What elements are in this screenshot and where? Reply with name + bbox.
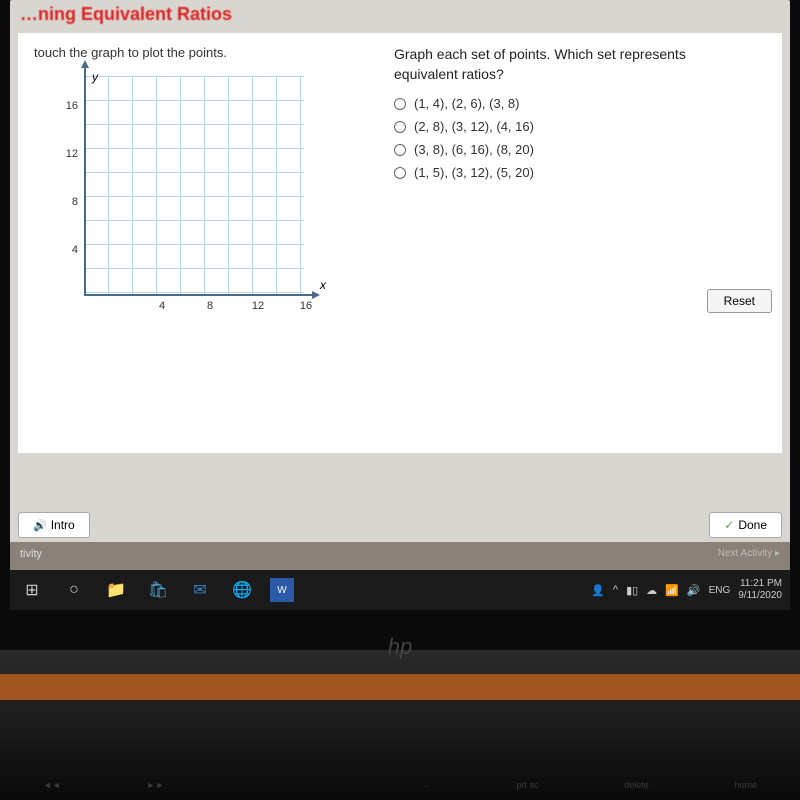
grid-line xyxy=(132,76,133,296)
option-text: (3, 8), (6, 16), (8, 20) xyxy=(414,142,534,157)
wifi-icon[interactable]: 📶 xyxy=(665,584,679,597)
question-panel: Graph each set of points. Which set repr… xyxy=(374,45,734,188)
radio-icon xyxy=(394,121,406,133)
chevron-up-icon[interactable]: ^ xyxy=(613,584,618,596)
grid-line xyxy=(84,220,304,221)
x-axis-label: x xyxy=(320,278,326,292)
laptop-base: hp ◄◄►►→prt scdeletehome xyxy=(0,650,800,800)
option-text: (1, 4), (2, 6), (3, 8) xyxy=(414,96,519,111)
word-icon[interactable]: W xyxy=(270,578,294,602)
x-tick-label: 4 xyxy=(152,300,172,312)
done-label: Done xyxy=(738,518,767,532)
activity-bar: tivity Next Activity ▸ xyxy=(10,542,790,570)
clock-date: 9/11/2020 xyxy=(738,590,782,602)
answer-option-0[interactable]: (1, 4), (2, 6), (3, 8) xyxy=(394,96,734,111)
check-icon: ✓ xyxy=(724,518,734,532)
x-tick-label: 8 xyxy=(200,300,220,312)
keyboard-row: ◄◄►►→prt scdeletehome xyxy=(0,780,800,790)
bottom-button-bar: 🔊 Intro ✓ Done xyxy=(18,512,782,538)
grid-line xyxy=(180,76,181,296)
y-axis xyxy=(84,66,86,296)
x-axis xyxy=(84,294,314,296)
grid-line xyxy=(84,100,304,101)
grid-line xyxy=(276,76,277,296)
option-text: (1, 5), (3, 12), (5, 20) xyxy=(414,165,534,180)
page-title: …ning Equivalent Ratios xyxy=(10,0,790,29)
question-text: Graph each set of points. Which set repr… xyxy=(394,45,734,84)
done-button[interactable]: ✓ Done xyxy=(709,512,782,538)
radio-icon xyxy=(394,144,406,156)
speaker-icon: 🔊 xyxy=(33,519,47,532)
battery-icon[interactable]: ▮▯ xyxy=(626,584,638,597)
grid-line xyxy=(84,76,304,77)
x-tick-label: 12 xyxy=(248,300,268,312)
grid-line xyxy=(84,292,304,293)
x-tick-label: 16 xyxy=(296,300,316,312)
answer-option-2[interactable]: (3, 8), (6, 16), (8, 20) xyxy=(394,142,734,157)
reset-button[interactable]: Reset xyxy=(707,289,772,313)
answer-option-1[interactable]: (2, 8), (3, 12), (4, 16) xyxy=(394,119,734,134)
y-tick-label: 8 xyxy=(48,196,78,208)
volume-icon[interactable]: 🔊 xyxy=(687,584,701,597)
y-tick-label: 16 xyxy=(48,100,78,112)
hp-logo: hp xyxy=(388,634,412,660)
clock-time: 11:21 PM xyxy=(738,578,782,590)
grid-line xyxy=(300,76,301,296)
grid-line xyxy=(252,76,253,296)
left-panel: touch the graph to plot the points. y x … xyxy=(34,45,374,326)
radio-icon xyxy=(394,167,406,179)
grid-line xyxy=(84,244,304,245)
grid-line xyxy=(204,76,205,296)
option-text: (2, 8), (3, 12), (4, 16) xyxy=(414,119,534,134)
cloud-icon[interactable]: ☁ xyxy=(646,584,657,597)
grid-line xyxy=(228,76,229,296)
y-axis-label: y xyxy=(92,70,98,84)
grid-line xyxy=(84,268,304,269)
grid-line xyxy=(84,148,304,149)
grid-line xyxy=(156,76,157,296)
intro-label: Intro xyxy=(51,518,75,532)
y-tick-label: 12 xyxy=(48,148,78,160)
next-activity-button[interactable]: Next Activity ▸ xyxy=(718,548,780,564)
language-indicator[interactable]: ENG xyxy=(709,585,731,596)
graph-instruction: touch the graph to plot the points. xyxy=(34,45,374,60)
cortana-icon[interactable]: ○ xyxy=(60,576,88,604)
content-area: touch the graph to plot the points. y x … xyxy=(18,33,782,453)
task-view-icon[interactable]: ⊞ xyxy=(18,576,46,604)
coordinate-graph[interactable]: y x 16 12 8 4 4 8 12 16 xyxy=(44,66,324,326)
people-icon[interactable]: 👤 xyxy=(591,584,605,597)
explorer-icon[interactable]: 📁 xyxy=(102,576,130,604)
edge-icon[interactable]: 🌐 xyxy=(228,576,256,604)
intro-button[interactable]: 🔊 Intro xyxy=(18,512,90,538)
y-tick-label: 4 xyxy=(48,244,78,256)
mail-icon[interactable]: ✉ xyxy=(186,576,214,604)
store-icon[interactable]: 🛍 xyxy=(144,576,172,604)
activity-label: tivity xyxy=(20,548,42,564)
system-clock[interactable]: 11:21 PM 9/11/2020 xyxy=(738,578,782,602)
windows-taskbar: ⊞ ○ 📁 🛍 ✉ 🌐 W 👤 ^ ▮▯ ☁ 📶 🔊 ENG 11:21 PM … xyxy=(10,570,790,610)
grid-line xyxy=(84,124,304,125)
radio-icon xyxy=(394,98,406,110)
grid-line xyxy=(84,172,304,173)
answer-option-3[interactable]: (1, 5), (3, 12), (5, 20) xyxy=(394,165,734,180)
hinge-strip xyxy=(0,674,800,700)
grid-line xyxy=(84,196,304,197)
grid-line xyxy=(108,76,109,296)
